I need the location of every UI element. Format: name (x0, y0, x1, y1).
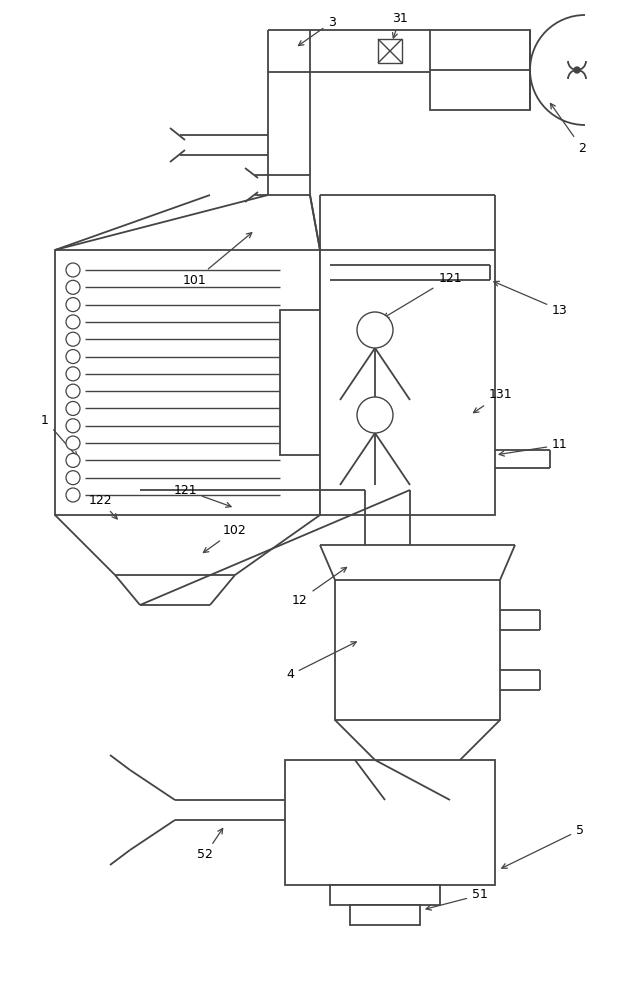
Circle shape (66, 350, 80, 364)
Circle shape (66, 401, 80, 415)
Circle shape (357, 397, 393, 433)
Circle shape (66, 384, 80, 398)
Text: 13: 13 (494, 281, 568, 316)
Text: 12: 12 (292, 567, 347, 606)
Text: 4: 4 (286, 642, 357, 682)
Circle shape (574, 67, 580, 73)
Bar (378, 39, 402, 63)
Text: 5: 5 (502, 824, 584, 868)
Bar (280, 310, 320, 455)
Text: 122: 122 (88, 493, 117, 519)
Circle shape (357, 312, 393, 348)
Bar (335, 580, 500, 720)
Bar (320, 250, 495, 515)
Text: 11: 11 (499, 438, 568, 456)
Circle shape (66, 280, 80, 294)
Bar (350, 905, 420, 925)
Text: 121: 121 (173, 484, 231, 507)
Text: 2: 2 (550, 103, 586, 154)
Bar (330, 885, 440, 905)
Text: 51: 51 (426, 888, 488, 910)
Text: 3: 3 (298, 15, 336, 46)
Circle shape (66, 298, 80, 312)
Text: 52: 52 (197, 828, 223, 861)
Bar (55, 250, 320, 515)
Circle shape (66, 436, 80, 450)
Circle shape (66, 315, 80, 329)
Circle shape (66, 488, 80, 502)
Circle shape (66, 263, 80, 277)
Text: 121: 121 (384, 271, 462, 318)
Text: 131: 131 (474, 388, 512, 413)
Circle shape (66, 419, 80, 433)
Text: 1: 1 (41, 414, 77, 457)
Bar (285, 760, 495, 885)
Circle shape (66, 367, 80, 381)
Circle shape (66, 453, 80, 467)
Circle shape (66, 332, 80, 346)
Text: 102: 102 (204, 524, 247, 553)
Circle shape (66, 471, 80, 485)
Text: 31: 31 (392, 11, 408, 38)
Text: 101: 101 (183, 233, 252, 286)
Bar (430, 30, 530, 110)
